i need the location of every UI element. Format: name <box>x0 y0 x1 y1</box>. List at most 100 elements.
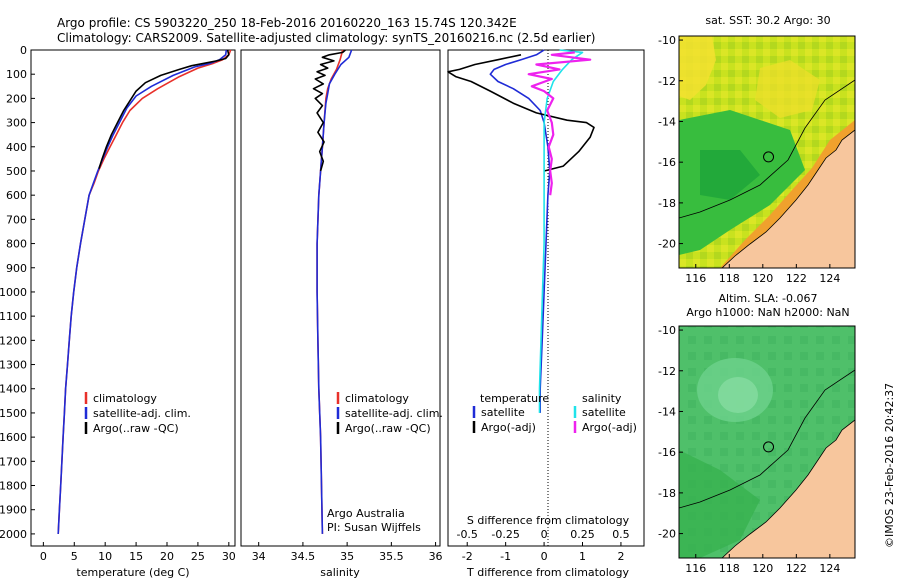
temperature-xlabel: temperature (deg C) <box>76 566 189 579</box>
depth-tick-label: 600 <box>6 189 27 202</box>
depth-axis: 0 100 200 300 400 500 600 700 800 900 1000 1100 1200… <box>0 44 35 541</box>
legend-label-t-satellite: satellite <box>481 406 525 419</box>
legend-title-salinity: salinity <box>582 392 622 405</box>
temperature-x-axis: 0 5 10 15 20 25 30 <box>40 542 236 563</box>
series-line-satellite <box>489 49 551 413</box>
sla-map: Altim. SLA: -0.067 Argo h1000: NaN h2000… <box>658 292 856 575</box>
map-y-tick-label: -18 <box>658 197 676 210</box>
sst-coastline <box>721 129 855 268</box>
map-y-tick-label: -18 <box>658 487 676 500</box>
x-tick-label: -1 <box>500 550 511 563</box>
x-tick-label: 0 <box>541 550 548 563</box>
series-line-argorawqc <box>98 49 230 169</box>
depth-tick-label: 1500 <box>0 407 27 420</box>
sla-isobath <box>679 369 855 509</box>
difference-top-xlabel: S difference from climatology <box>467 514 630 527</box>
top-tick-label: -0.5 <box>456 528 477 541</box>
series-line-satelliteadjclim <box>57 49 228 534</box>
map-y-tick-label: -14 <box>658 115 676 128</box>
salinity-axes-frame <box>240 49 441 547</box>
depth-tick-label: 1600 <box>0 431 27 444</box>
map-y-tick-label: -14 <box>658 405 676 418</box>
map-x-tick-label: 122 <box>786 562 807 575</box>
depth-tick-label: 800 <box>6 238 27 251</box>
depth-tick-label: 700 <box>6 213 27 226</box>
depth-tick-label: 1000 <box>0 286 27 299</box>
sst-cool-patch <box>700 150 760 200</box>
x-tick-label: 5 <box>71 550 78 563</box>
series-line-climatology <box>57 49 232 534</box>
map-y-tick-label: -12 <box>658 365 676 378</box>
difference-top-axis: -0.5 -0.25 0 0.25 0.5 <box>456 528 629 541</box>
salinity-x-axis: 34 34.5 35 35.5 36 <box>252 542 443 563</box>
legend-label-satellite: satellite-adj. clim. <box>345 407 443 420</box>
temperature-legend: climatology satellite-adj. clim. Argo(..… <box>84 392 191 435</box>
map-y-tick-label: -16 <box>658 446 676 459</box>
difference-xlabel: T difference from climatology <box>466 566 629 579</box>
x-tick-label: 34.5 <box>291 550 316 563</box>
salinity-legend: climatology satellite-adj. clim. Argo(..… <box>336 392 443 435</box>
legend-label-climatology: climatology <box>345 392 409 405</box>
map-x-tick-label: 118 <box>719 272 740 285</box>
map-y-tick-label: -10 <box>658 324 676 337</box>
map-x-tick-label: 118 <box>719 562 740 575</box>
difference-legend: temperature salinity satellite Argo(-adj… <box>472 392 637 434</box>
difference-x-axis: -2 -1 0 1 2 <box>462 542 624 563</box>
difference-panel: -2 -1 0 1 2 S difference from climatology -0… <box>447 49 645 579</box>
salinity-annotation-line1: Argo Australia <box>327 507 405 520</box>
series-line-satelliteadjclim <box>316 49 353 534</box>
map-x-tick-label: 116 <box>685 562 706 575</box>
legend-label-t-argo: Argo(-adj) <box>481 421 536 434</box>
map-y-tick-label: -20 <box>658 238 676 251</box>
map-x-tick-label: 120 <box>752 562 773 575</box>
sla-low-anomaly <box>718 377 758 413</box>
difference-lines <box>447 49 595 413</box>
legend-label-climatology: climatology <box>93 392 157 405</box>
sla-high-anomaly <box>679 450 760 558</box>
map-y-tick-label: -10 <box>658 34 676 47</box>
map-y-tick-label: -16 <box>658 156 676 169</box>
header-line2: Climatology: CARS2009. Satellite-adjuste… <box>57 31 595 45</box>
depth-tick-label: 2000 <box>0 528 27 541</box>
series-line-argoadj <box>527 51 592 196</box>
sst-warm-patch <box>755 60 820 118</box>
sst-coastal-warm-band <box>720 120 855 268</box>
sst-map: sat. SST: 30.2 Argo: 30 116 118 120 122 124 -… <box>658 14 856 285</box>
depth-tick-label: 1100 <box>0 310 27 323</box>
sla-map-title-line1: Altim. SLA: -0.067 <box>718 292 817 305</box>
salinity-panel: 34 34.5 35 35.5 36 salinity climatology sate… <box>240 49 443 579</box>
header-line1: Argo profile: CS 5903220_250 18-Feb-2016… <box>57 16 517 30</box>
salinity-xlabel: salinity <box>320 566 360 579</box>
series-line-argorawqc <box>312 49 346 172</box>
x-tick-label: 34 <box>252 550 266 563</box>
x-tick-label: 36 <box>429 550 443 563</box>
x-tick-label: 0 <box>40 550 47 563</box>
sst-map-axes: 116 118 120 122 124 -10 -12 -14 -16 -18 -20 <box>658 34 840 285</box>
depth-tick-label: 1300 <box>0 359 27 372</box>
depth-tick-label: 200 <box>6 92 27 105</box>
x-tick-label: 1 <box>579 550 586 563</box>
depth-tick-label: 300 <box>6 117 27 130</box>
credit-text: ©IMOS 23-Feb-2016 20:42:37 <box>883 383 896 548</box>
depth-tick-label: 1200 <box>0 334 27 347</box>
depth-tick-label: 1800 <box>0 480 27 493</box>
sst-argo-marker <box>763 151 775 163</box>
salinity-lines <box>312 49 353 534</box>
depth-tick-label: 400 <box>6 141 27 154</box>
sst-map-frame <box>678 35 856 269</box>
top-tick-label: -0.25 <box>491 528 519 541</box>
sst-map-title: sat. SST: 30.2 Argo: 30 <box>705 14 830 27</box>
x-tick-label: 15 <box>129 550 143 563</box>
sla-map-axes: 116 118 120 122 124 -10 -12 -14 -16 -18 -20 <box>658 324 840 575</box>
x-tick-label: 35 <box>340 550 354 563</box>
top-tick-label: 0 <box>541 528 548 541</box>
sla-argo-marker <box>763 441 775 453</box>
map-y-tick-label: -20 <box>658 528 676 541</box>
map-x-tick-label: 124 <box>819 272 840 285</box>
difference-axes-frame <box>447 49 645 547</box>
map-y-tick-label: -12 <box>658 75 676 88</box>
map-x-tick-label: 124 <box>819 562 840 575</box>
sla-coastline <box>721 419 855 558</box>
depth-tick-label: 1700 <box>0 455 27 468</box>
